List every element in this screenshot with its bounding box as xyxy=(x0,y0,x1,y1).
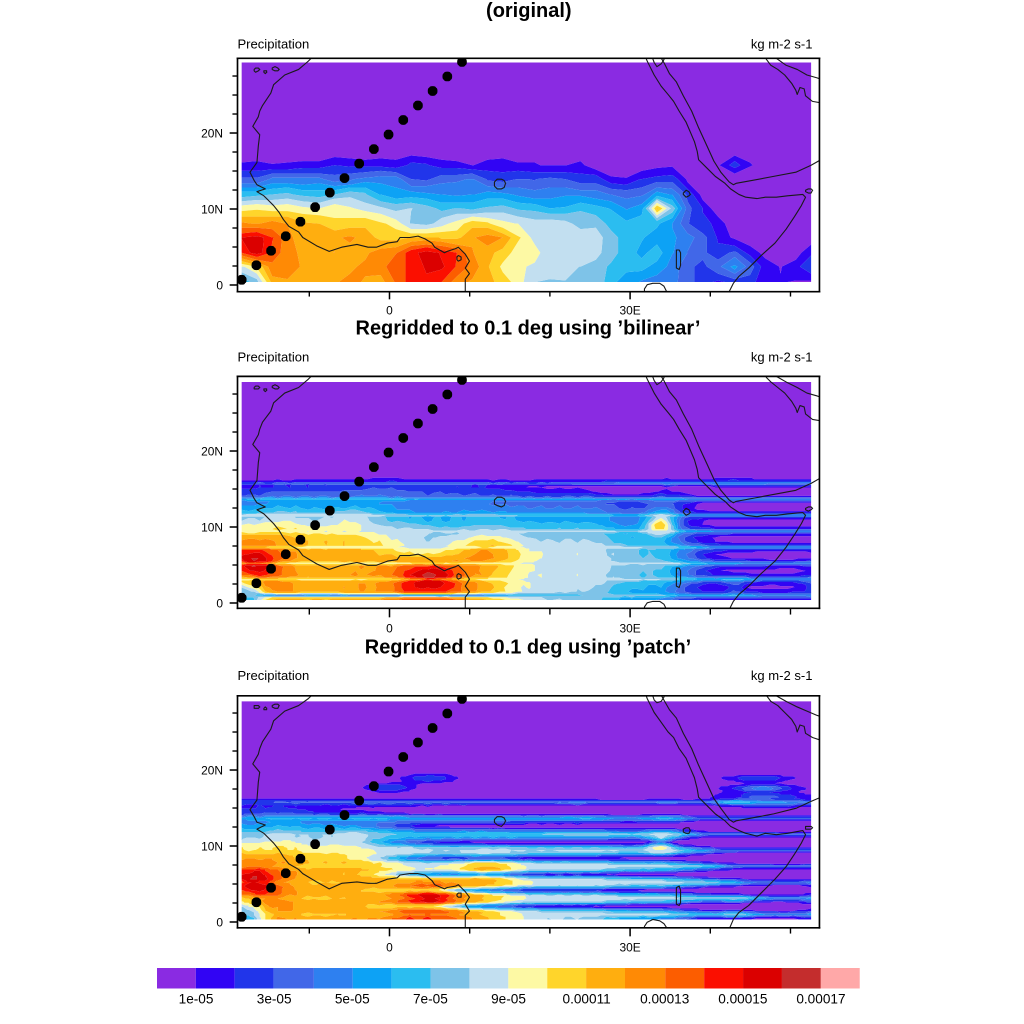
svg-text:0: 0 xyxy=(386,304,393,318)
svg-text:0.00013: 0.00013 xyxy=(640,992,689,1007)
svg-text:5e-05: 5e-05 xyxy=(335,992,370,1007)
svg-text:Regridded to 0.1 deg using ’pa: Regridded to 0.1 deg using ’patch’ xyxy=(365,637,691,659)
svg-text:0.00015: 0.00015 xyxy=(718,992,767,1007)
svg-text:0: 0 xyxy=(216,915,223,929)
svg-text:30E: 30E xyxy=(619,304,640,318)
svg-text:Regridded to 0.1 deg using ’bi: Regridded to 0.1 deg using ’bilinear’ xyxy=(356,318,701,340)
svg-text:0: 0 xyxy=(216,596,223,610)
svg-text:20N: 20N xyxy=(201,444,223,458)
svg-text:Precipitation: Precipitation xyxy=(237,668,309,683)
svg-text:10N: 10N xyxy=(201,839,223,853)
svg-text:kg m-2 s-1: kg m-2 s-1 xyxy=(751,668,813,683)
svg-text:Precipitation: Precipitation xyxy=(237,36,309,51)
svg-text:0: 0 xyxy=(386,941,393,955)
svg-text:20N: 20N xyxy=(201,126,223,140)
svg-text:kg m-2 s-1: kg m-2 s-1 xyxy=(751,36,813,51)
svg-text:Precipitation: Precipitation xyxy=(237,349,309,364)
svg-text:3e-05: 3e-05 xyxy=(257,992,292,1007)
svg-text:30E: 30E xyxy=(619,941,640,955)
svg-text:9e-05: 9e-05 xyxy=(491,992,526,1007)
svg-text:30E: 30E xyxy=(619,622,640,636)
svg-text:7e-05: 7e-05 xyxy=(413,992,448,1007)
svg-text:10N: 10N xyxy=(201,520,223,534)
svg-text:1e-05: 1e-05 xyxy=(179,992,214,1007)
svg-text:0.00017: 0.00017 xyxy=(796,992,845,1007)
svg-text:(original): (original) xyxy=(486,0,571,22)
svg-text:0.00011: 0.00011 xyxy=(563,992,611,1007)
svg-text:20N: 20N xyxy=(201,763,223,777)
svg-text:0: 0 xyxy=(386,622,393,636)
svg-text:0: 0 xyxy=(216,278,223,292)
svg-text:kg m-2 s-1: kg m-2 s-1 xyxy=(751,349,813,364)
svg-text:10N: 10N xyxy=(201,202,223,216)
